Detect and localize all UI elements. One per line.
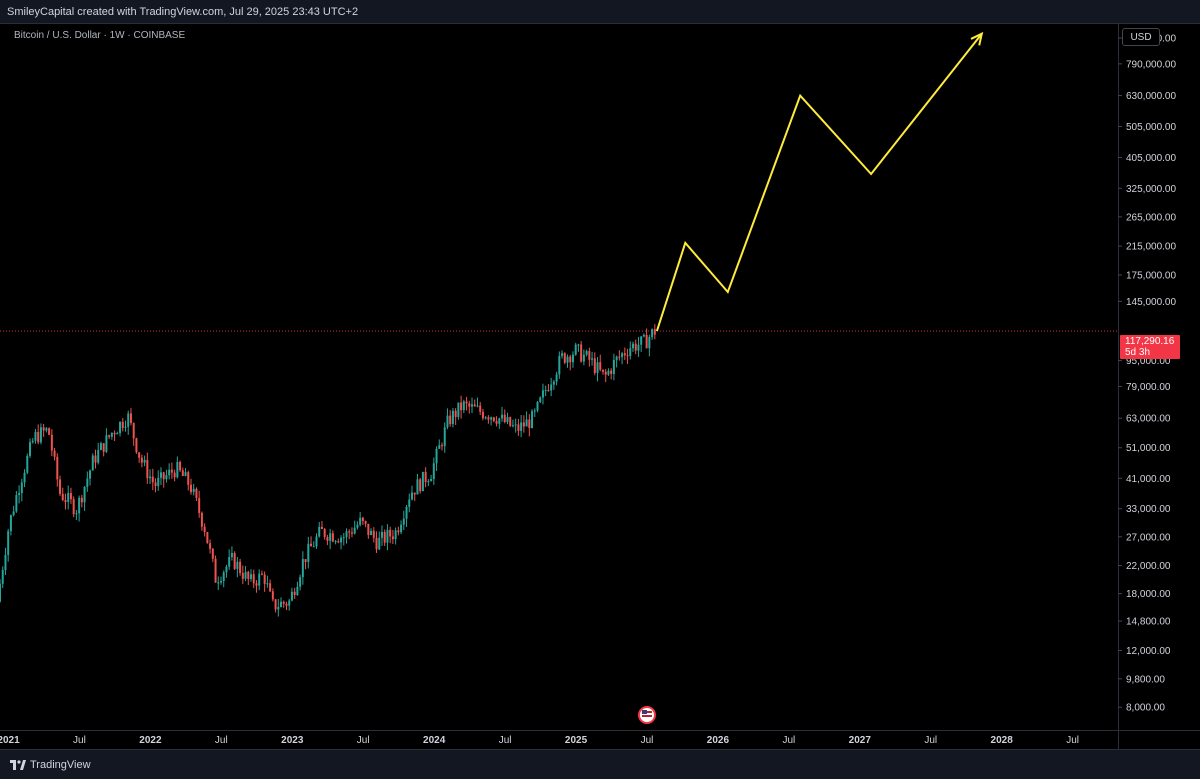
tradingview-logo-icon [10, 760, 26, 770]
tradingview-label: TradingView [30, 759, 91, 771]
price-axis[interactable] [1118, 24, 1200, 730]
chart-pane[interactable] [0, 24, 1118, 730]
last-price-value: 117,290.16 [1125, 336, 1175, 347]
currency-selector[interactable]: USD [1122, 28, 1160, 46]
tradingview-brand[interactable]: TradingView [10, 759, 91, 771]
symbol-legend[interactable]: Bitcoin / U.S. Dollar · 1W · COINBASE [14, 30, 186, 41]
chart-attribution: SmileyCapital created with TradingView.c… [7, 6, 359, 18]
bar-countdown: 5d 3h [1125, 347, 1151, 358]
footer-bar: TradingView [0, 749, 1200, 779]
axis-corner [1118, 730, 1200, 749]
chart-header: SmileyCapital created with TradingView.c… [0, 0, 1200, 24]
last-price-label: 117,290.16 5d 3h [1120, 335, 1180, 359]
time-axis[interactable] [0, 730, 1118, 749]
